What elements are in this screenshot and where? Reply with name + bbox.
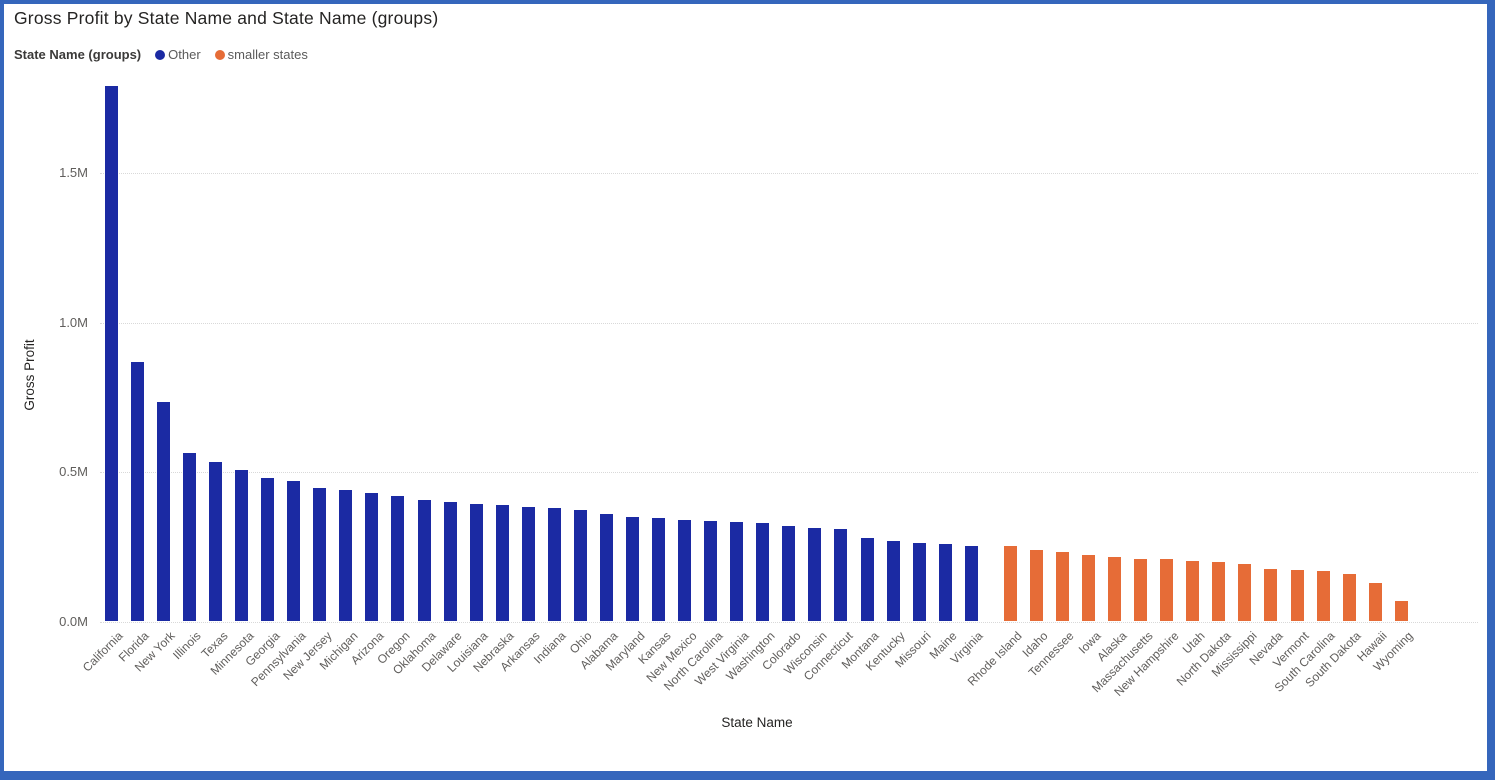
- bar[interactable]: [886, 541, 900, 622]
- bar[interactable]: [1394, 600, 1408, 622]
- bar[interactable]: [860, 537, 874, 622]
- bar[interactable]: [521, 506, 535, 622]
- bar[interactable]: [209, 462, 223, 622]
- legend: State Name (groups) Other smaller states: [14, 47, 322, 62]
- gridline: [100, 472, 1478, 473]
- bar[interactable]: [1368, 583, 1382, 622]
- bar[interactable]: [495, 505, 509, 622]
- bar[interactable]: [1108, 556, 1122, 622]
- bar[interactable]: [782, 526, 796, 622]
- bar[interactable]: [1212, 561, 1226, 622]
- bar[interactable]: [808, 527, 822, 622]
- frame-border-bottom: [0, 771, 1495, 780]
- bar[interactable]: [938, 544, 952, 622]
- bar[interactable]: [626, 517, 639, 622]
- y-axis-tick-label: 0.0M: [59, 613, 88, 629]
- bar[interactable]: [443, 501, 457, 622]
- bar[interactable]: [964, 545, 978, 622]
- bar[interactable]: [599, 514, 613, 622]
- legend-title: State Name (groups): [14, 47, 142, 62]
- bar[interactable]: [417, 500, 431, 622]
- legend-item-label: smaller states: [227, 47, 308, 62]
- bar[interactable]: [1055, 552, 1069, 622]
- legend-item-label: Other: [168, 47, 201, 62]
- bar[interactable]: [104, 86, 118, 622]
- y-axis-tick-label: 1.0M: [59, 314, 88, 330]
- bar[interactable]: [391, 495, 405, 622]
- frame-border-left: [0, 0, 4, 780]
- frame-border-right: [1487, 0, 1495, 780]
- bar[interactable]: [130, 361, 144, 622]
- bar[interactable]: [704, 521, 718, 622]
- bar[interactable]: [261, 477, 275, 622]
- bar[interactable]: [287, 480, 301, 622]
- bar[interactable]: [469, 503, 483, 622]
- y-axis-tick-label: 0.5M: [59, 464, 88, 479]
- bar[interactable]: [547, 507, 561, 622]
- bar[interactable]: [1264, 568, 1278, 622]
- bar[interactable]: [912, 543, 926, 622]
- gridline: [100, 173, 1478, 174]
- y-axis-tick-label: 1.5M: [59, 165, 88, 180]
- bar[interactable]: [834, 528, 848, 622]
- x-axis-title: State Name: [721, 715, 793, 730]
- bar[interactable]: [1290, 569, 1304, 622]
- bar[interactable]: [1238, 563, 1252, 622]
- bar[interactable]: [678, 520, 692, 622]
- bar[interactable]: [1186, 560, 1200, 622]
- bar[interactable]: [1342, 574, 1356, 622]
- bar[interactable]: [156, 402, 170, 622]
- legend-item-other[interactable]: Other: [155, 47, 201, 62]
- bar[interactable]: [339, 489, 353, 622]
- legend-dot-icon: [214, 49, 225, 60]
- bar[interactable]: [1134, 559, 1148, 622]
- bar[interactable]: [182, 452, 196, 622]
- bar[interactable]: [1082, 554, 1096, 622]
- bar[interactable]: [1160, 559, 1174, 622]
- bar[interactable]: [1316, 571, 1330, 622]
- legend-dot-icon: [155, 49, 166, 60]
- gridline: [100, 322, 1478, 324]
- bar[interactable]: [235, 469, 249, 622]
- bar[interactable]: [730, 522, 744, 622]
- y-axis-title: Gross Profit: [22, 339, 37, 411]
- bar[interactable]: [313, 487, 327, 622]
- frame-border-top: [0, 0, 1495, 4]
- bar[interactable]: [652, 518, 666, 622]
- chart-title: Gross Profit by State Name and State Nam…: [14, 8, 439, 28]
- legend-item-smaller-states[interactable]: smaller states: [214, 47, 308, 62]
- bar[interactable]: [756, 523, 770, 622]
- bar[interactable]: [1003, 546, 1017, 622]
- bar[interactable]: [573, 509, 587, 622]
- bar[interactable]: [1029, 549, 1043, 622]
- gridline: [100, 621, 1478, 623]
- bar[interactable]: [365, 492, 379, 622]
